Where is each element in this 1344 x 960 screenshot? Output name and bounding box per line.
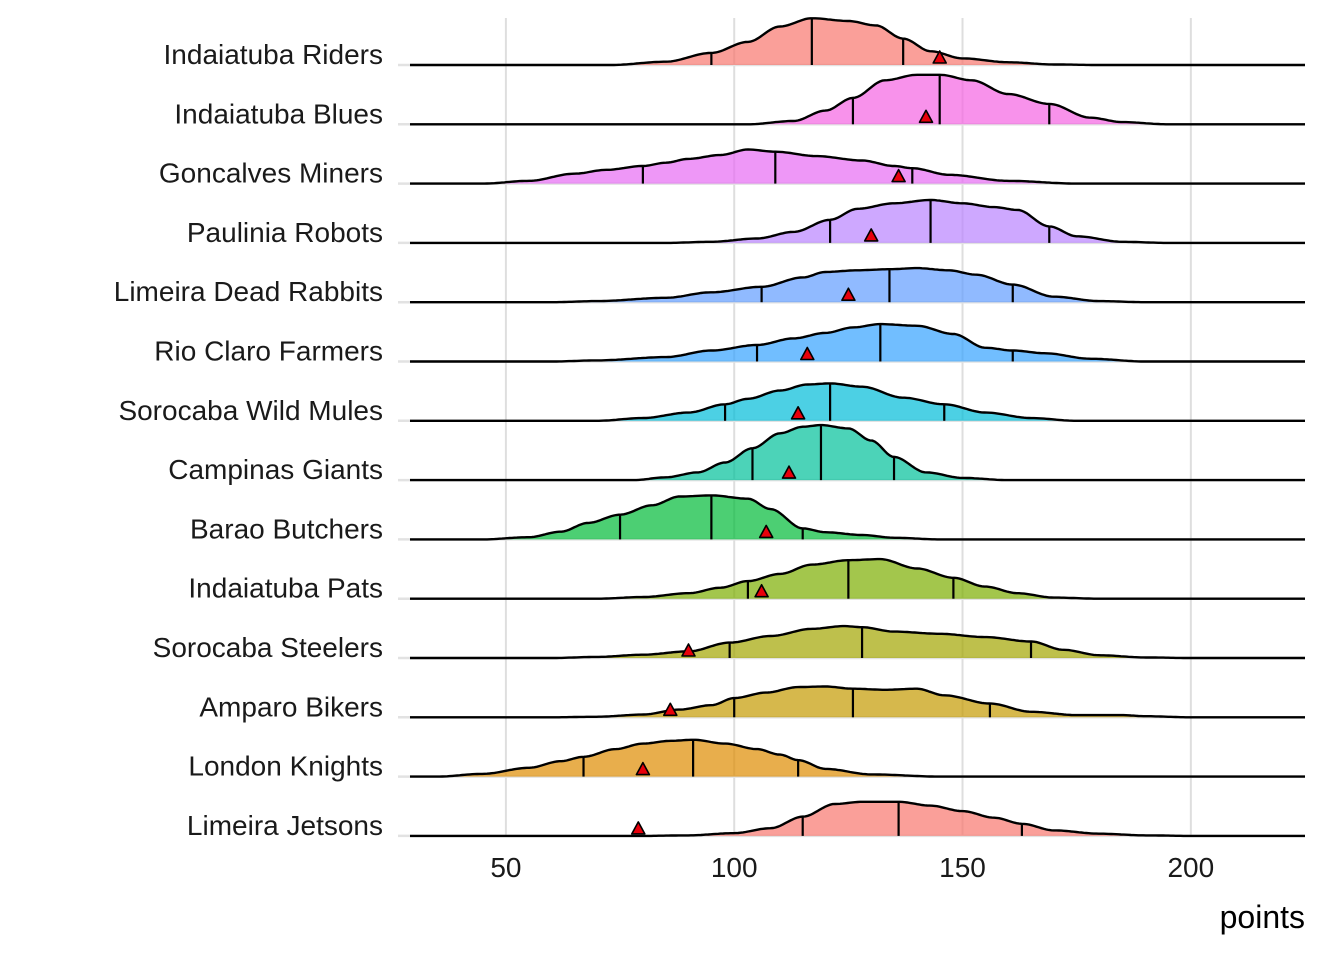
density-outline [410, 624, 1305, 660]
ridge-indaiatuba-blues [410, 73, 1305, 126]
density-outline [410, 198, 1305, 245]
category-label: Amparo Bikers [199, 691, 383, 722]
density-area [410, 626, 1305, 658]
marker-point [863, 228, 879, 242]
marker-point [631, 821, 646, 835]
marker-point [635, 761, 651, 776]
ridge-indaiatuba-riders [410, 17, 1305, 67]
category-label: Sorocaba Steelers [153, 632, 383, 663]
x-tick-label: 200 [1167, 852, 1214, 883]
ridge-rio-claro-farmers [410, 322, 1305, 363]
marker-point [681, 643, 696, 657]
x-tick-label: 150 [939, 852, 986, 883]
marker-point [918, 109, 934, 124]
marker-point [790, 406, 806, 420]
category-label: Barao Butchers [190, 513, 383, 544]
ridge-barao-butchers [410, 494, 1305, 541]
density-area [410, 18, 1305, 65]
category-label: Indaiatuba Pats [188, 573, 383, 604]
density-outline [410, 494, 1305, 541]
category-label: Paulinia Robots [187, 217, 383, 248]
ridge-goncalves-miners [410, 148, 1305, 185]
category-label: Indaiatuba Blues [174, 98, 383, 129]
marker-point [758, 524, 774, 539]
density-area [410, 739, 1305, 777]
density-outline [410, 685, 1305, 719]
density-area [410, 200, 1305, 243]
density-outline [410, 800, 1305, 838]
density-outline [410, 17, 1305, 67]
marker-point [841, 287, 856, 301]
ridge-limeira-dead-rabbits [410, 266, 1305, 304]
density-area [410, 383, 1305, 421]
ridge-campinas-giants [410, 423, 1305, 482]
marker-point [891, 168, 906, 183]
marker-point [800, 346, 815, 361]
category-label: Rio Claro Farmers [154, 336, 383, 367]
ridges [410, 17, 1305, 838]
category-label: Limeira Jetsons [187, 810, 383, 841]
density-area [410, 149, 1305, 184]
density-outline [410, 738, 1305, 778]
density-outline [410, 73, 1305, 126]
marker-point [781, 465, 797, 479]
density-area [410, 686, 1305, 718]
density-outline [410, 322, 1305, 363]
density-outline [410, 423, 1305, 482]
density-area [410, 495, 1305, 540]
ridge-sorocaba-wild-mules [410, 382, 1305, 422]
density-outline [410, 557, 1305, 600]
category-label: Campinas Giants [168, 454, 383, 485]
ridge-indaiatuba-pats [410, 557, 1305, 600]
density-outline [410, 148, 1305, 185]
x-tick-label: 50 [490, 852, 521, 883]
ridge-sorocaba-steelers [410, 624, 1305, 660]
category-label: Sorocaba Wild Mules [118, 395, 383, 426]
category-label: Indaiatuba Riders [164, 39, 383, 70]
ridge-paulinia-robots [410, 198, 1305, 245]
density-outline [410, 266, 1305, 304]
density-area [410, 801, 1305, 836]
category-label: Limeira Dead Rabbits [114, 276, 383, 307]
ridge-limeira-jetsons [410, 800, 1305, 838]
density-area [410, 324, 1305, 362]
density-area [410, 559, 1305, 599]
x-tick-label: 100 [711, 852, 758, 883]
density-area [410, 74, 1305, 125]
marker-point [932, 50, 947, 64]
ridge-london-knights [410, 738, 1305, 778]
density-outline [410, 382, 1305, 422]
x-axis-ticks: 50 100 150 200 [490, 852, 1214, 883]
category-label: Goncalves Miners [159, 158, 383, 189]
marker-point [663, 702, 678, 717]
category-label: London Knights [188, 751, 383, 782]
density-area [410, 425, 1305, 481]
density-area [410, 268, 1305, 303]
ridge-amparo-bikers [410, 685, 1305, 719]
category-labels: Indaiatuba Riders Indaiatuba Blues Goncalv… [114, 39, 383, 841]
marker-point [754, 583, 769, 598]
x-axis-title: points [1220, 899, 1305, 935]
